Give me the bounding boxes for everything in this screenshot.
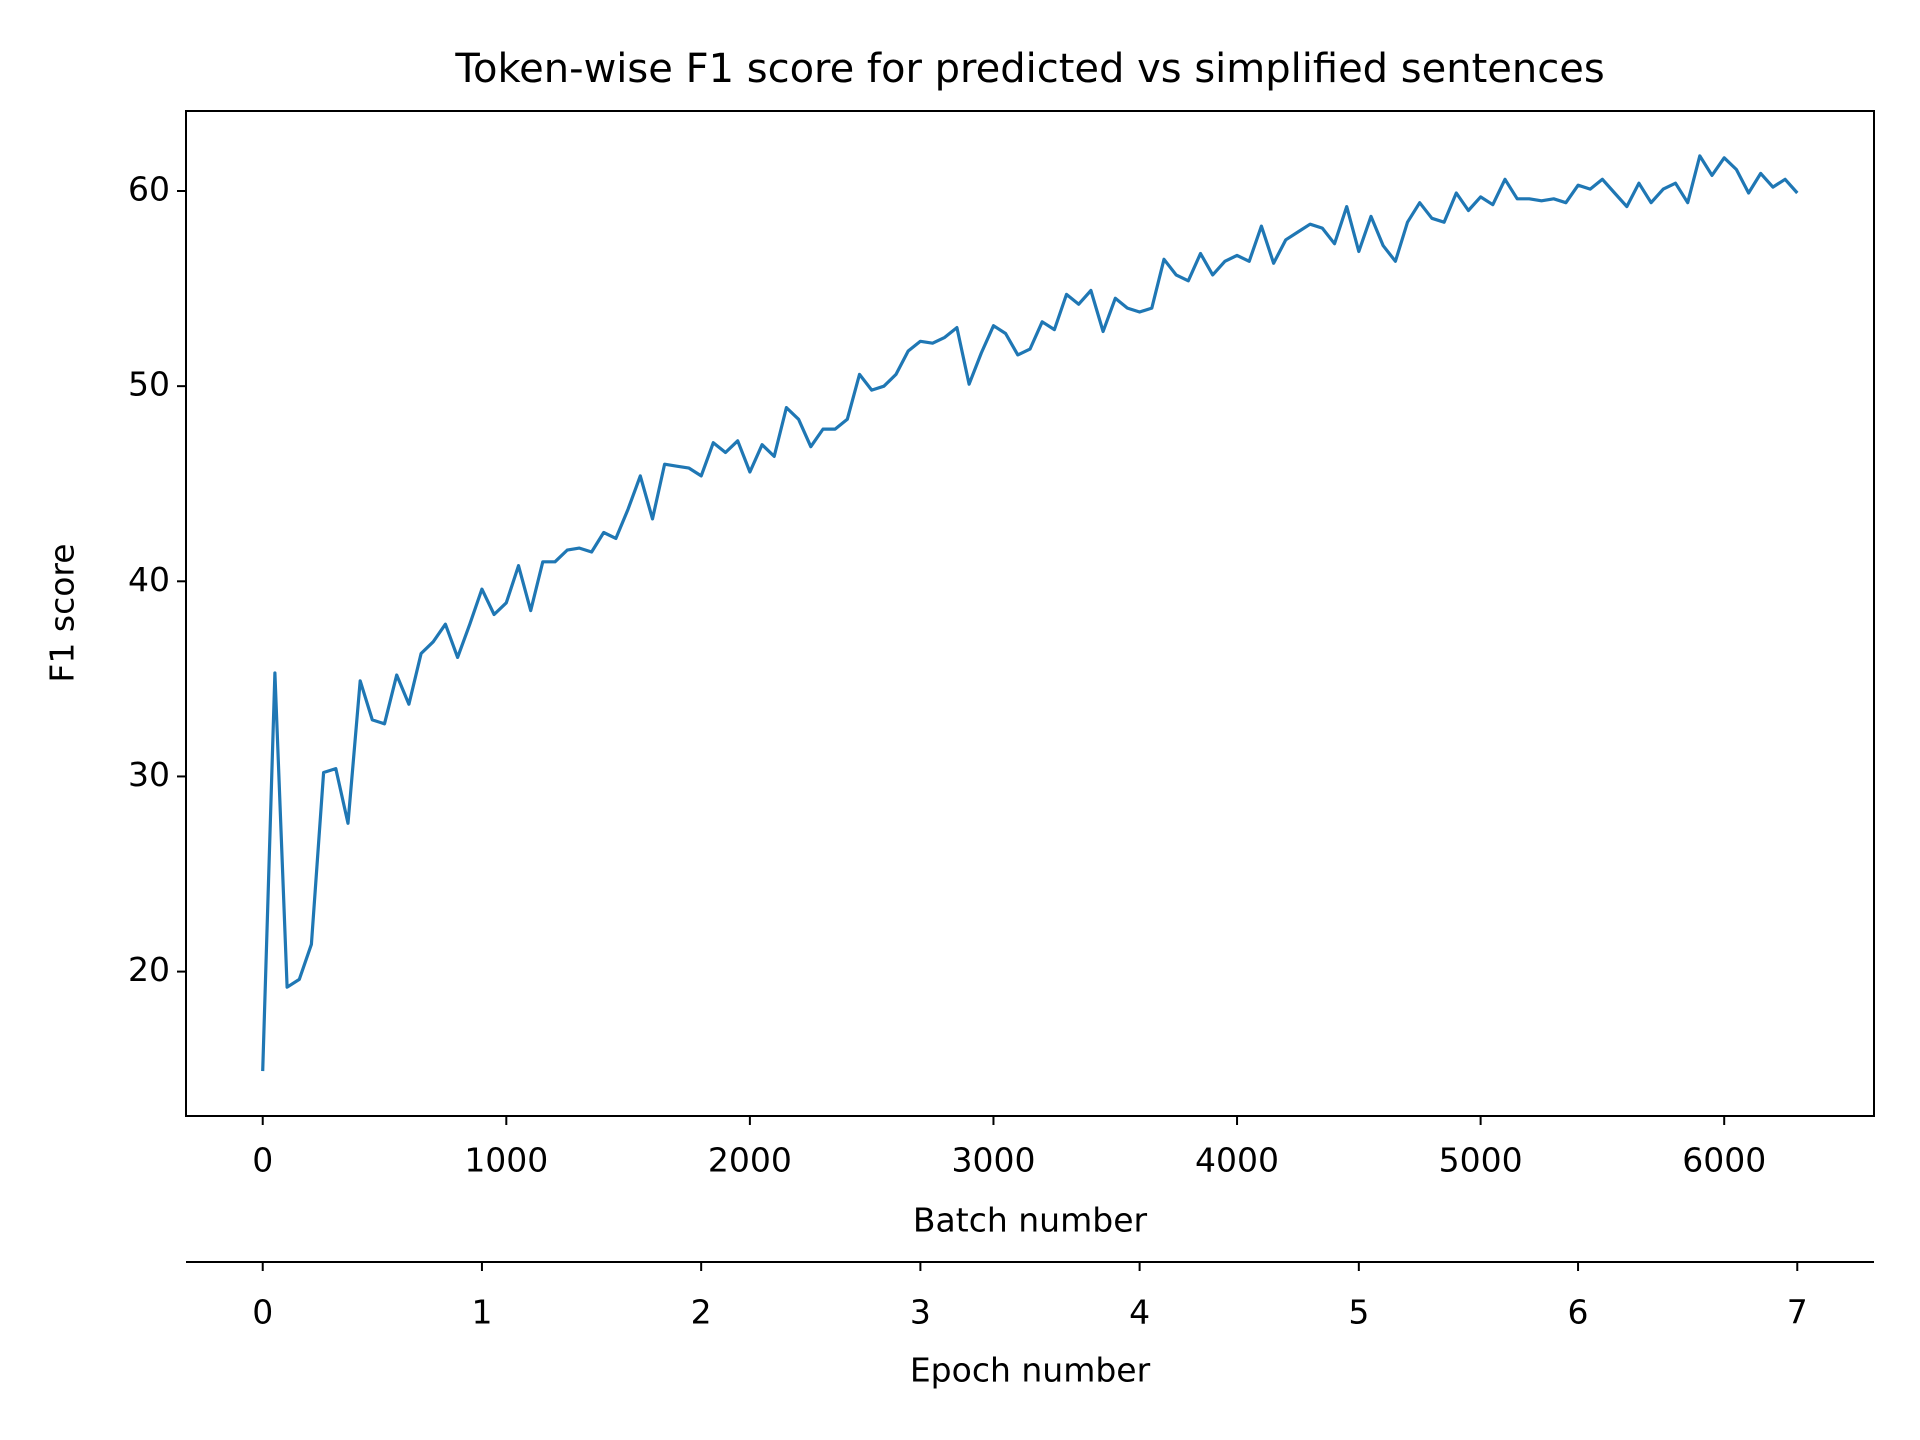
y-axis-label: F1 score [43,543,82,682]
x2-tick-label: 6 [1568,1293,1589,1332]
x-tick-label: 4000 [1195,1141,1279,1180]
y-tick-label: 30 [128,755,170,794]
y-tick-label: 60 [128,170,170,209]
x2-axis-label: Epoch number [910,1351,1151,1390]
x-tick-label: 5000 [1439,1141,1523,1180]
plot-frame [185,110,1875,1117]
x-tick-label: 0 [252,1141,273,1180]
x-tick-label: 3000 [951,1141,1035,1180]
x2-tick-label: 1 [471,1293,492,1332]
y-tick-label: 20 [128,950,170,989]
x-axis-label: Batch number [913,1201,1148,1240]
x-tick-label: 2000 [708,1141,792,1180]
line [261,154,1799,1072]
x2-tick-label: 2 [691,1293,712,1332]
x-tick-label: 6000 [1682,1141,1766,1180]
x2-tick-label: 3 [910,1293,931,1332]
x2-tick-label: 0 [252,1293,273,1332]
x-tick-label: 1000 [464,1141,548,1180]
x2-tick-label: 7 [1787,1293,1808,1332]
chart-title: Token-wise F1 score for predicted vs sim… [454,46,1604,92]
x2-tick-label: 4 [1129,1293,1150,1332]
y-tick-label: 40 [128,560,170,599]
y-tick-label: 50 [128,365,170,404]
x2-tick-label: 5 [1348,1293,1369,1332]
